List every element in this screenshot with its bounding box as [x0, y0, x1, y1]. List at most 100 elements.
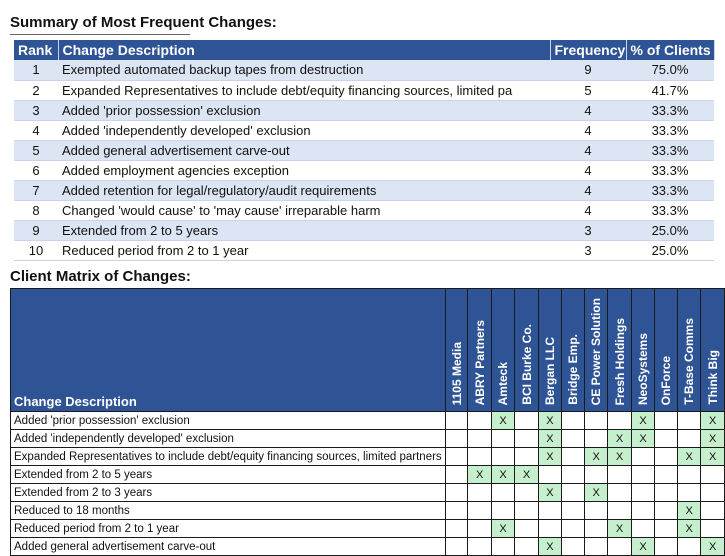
matrix-row-description[interactable]: Reduced period from 2 to 1 year	[10, 519, 446, 538]
matrix-cell-marked[interactable]: X	[583, 447, 609, 466]
rank-cell[interactable]: 2	[14, 80, 58, 101]
matrix-cell-empty[interactable]	[676, 411, 702, 430]
percent-cell[interactable]: 33.3%	[626, 120, 714, 141]
matrix-cell-marked[interactable]: X	[537, 447, 563, 466]
matrix-row-description[interactable]: Added 'prior possession' exclusion	[10, 411, 446, 430]
description-cell[interactable]: Extended from 2 to 5 years	[58, 220, 550, 241]
frequency-cell[interactable]: 4	[550, 200, 626, 221]
client-header[interactable]: T-Base Comms	[676, 288, 702, 412]
matrix-cell-empty[interactable]	[700, 501, 725, 520]
percent-cell[interactable]: 33.3%	[626, 160, 714, 181]
matrix-cell-empty[interactable]	[630, 465, 656, 484]
matrix-cell-marked[interactable]: X	[630, 429, 656, 448]
frequency-cell[interactable]: 4	[550, 180, 626, 201]
matrix-cell-empty[interactable]	[676, 429, 702, 448]
matrix-cell-marked[interactable]: X	[676, 501, 702, 520]
client-header[interactable]: Bergan LLC	[537, 288, 563, 412]
matrix-cell-empty[interactable]	[444, 429, 469, 448]
matrix-cell-empty[interactable]	[514, 501, 539, 520]
rank-cell[interactable]: 8	[14, 200, 58, 221]
matrix-cell-empty[interactable]	[583, 465, 609, 484]
matrix-cell-marked[interactable]: X	[676, 447, 702, 466]
description-cell[interactable]: Added general advertisement carve-out	[58, 140, 550, 161]
matrix-cell-empty[interactable]	[654, 411, 678, 430]
matrix-cell-empty[interactable]	[444, 483, 469, 502]
matrix-cell-empty[interactable]	[467, 483, 492, 502]
frequency-cell[interactable]: 4	[550, 160, 626, 181]
matrix-cell-empty[interactable]	[514, 537, 539, 556]
matrix-cell-empty[interactable]	[467, 411, 492, 430]
rank-cell[interactable]: 10	[14, 240, 58, 261]
matrix-cell-empty[interactable]	[514, 429, 539, 448]
matrix-cell-marked[interactable]: X	[490, 465, 516, 484]
frequency-cell[interactable]: 4	[550, 120, 626, 141]
matrix-cell-empty[interactable]	[700, 483, 725, 502]
header-rank[interactable]: Rank	[14, 40, 59, 60]
matrix-cell-empty[interactable]	[654, 429, 678, 448]
matrix-cell-marked[interactable]: X	[676, 519, 702, 538]
matrix-cell-marked[interactable]: X	[700, 447, 725, 466]
matrix-row-description[interactable]: Extended from 2 to 3 years	[10, 483, 446, 502]
client-header[interactable]: Think Big	[700, 288, 725, 412]
matrix-cell-empty[interactable]	[630, 483, 656, 502]
matrix-cell-marked[interactable]: X	[700, 429, 725, 448]
matrix-cell-empty[interactable]	[537, 501, 563, 520]
matrix-cell-empty[interactable]	[654, 501, 678, 520]
rank-cell[interactable]: 1	[14, 60, 58, 81]
matrix-cell-marked[interactable]: X	[607, 519, 632, 538]
matrix-cell-marked[interactable]: X	[700, 411, 725, 430]
percent-cell[interactable]: 33.3%	[626, 200, 714, 221]
matrix-cell-empty[interactable]	[537, 519, 563, 538]
matrix-cell-empty[interactable]	[583, 537, 609, 556]
percent-cell[interactable]: 75.0%	[626, 60, 714, 81]
frequency-cell[interactable]: 4	[550, 140, 626, 161]
description-cell[interactable]: Changed 'would cause' to 'may cause' irr…	[58, 200, 550, 221]
matrix-cell-empty[interactable]	[490, 501, 516, 520]
matrix-cell-empty[interactable]	[583, 411, 609, 430]
matrix-cell-empty[interactable]	[700, 465, 725, 484]
description-cell[interactable]: Added 'independently developed' exclusio…	[58, 120, 550, 141]
matrix-cell-empty[interactable]	[654, 537, 678, 556]
matrix-cell-empty[interactable]	[607, 501, 632, 520]
client-header[interactable]: 1105 Media	[444, 288, 469, 412]
rank-cell[interactable]: 4	[14, 120, 58, 141]
matrix-cell-empty[interactable]	[561, 447, 585, 466]
matrix-cell-empty[interactable]	[537, 465, 563, 484]
matrix-cell-marked[interactable]: X	[630, 537, 656, 556]
rank-cell[interactable]: 7	[14, 180, 58, 201]
matrix-cell-empty[interactable]	[676, 465, 702, 484]
matrix-row-description[interactable]: Expanded Representatives to include debt…	[10, 447, 446, 466]
header-change-description[interactable]: Change Description	[58, 40, 551, 60]
matrix-cell-marked[interactable]: X	[583, 483, 609, 502]
frequency-cell[interactable]: 9	[550, 60, 626, 81]
client-header[interactable]: OnForce	[654, 288, 678, 412]
percent-cell[interactable]: 33.3%	[626, 180, 714, 201]
client-header[interactable]: Amteck	[490, 288, 516, 412]
matrix-cell-empty[interactable]	[676, 537, 702, 556]
matrix-header-change-description[interactable]: Change Description	[10, 288, 446, 412]
matrix-cell-empty[interactable]	[514, 447, 539, 466]
matrix-cell-empty[interactable]	[490, 483, 516, 502]
client-header[interactable]: Fresh Holdings	[607, 288, 632, 412]
matrix-cell-marked[interactable]: X	[537, 537, 563, 556]
matrix-cell-marked[interactable]: X	[490, 411, 516, 430]
matrix-cell-empty[interactable]	[467, 519, 492, 538]
matrix-cell-empty[interactable]	[607, 465, 632, 484]
matrix-row-description[interactable]: Extended from 2 to 5 years	[10, 465, 446, 484]
description-cell[interactable]: Exempted automated backup tapes from des…	[58, 60, 550, 81]
percent-cell[interactable]: 33.3%	[626, 100, 714, 121]
matrix-cell-marked[interactable]: X	[607, 429, 632, 448]
matrix-cell-empty[interactable]	[607, 537, 632, 556]
matrix-cell-empty[interactable]	[561, 483, 585, 502]
matrix-cell-empty[interactable]	[676, 483, 702, 502]
matrix-cell-empty[interactable]	[514, 483, 539, 502]
matrix-cell-empty[interactable]	[607, 411, 632, 430]
matrix-cell-empty[interactable]	[490, 447, 516, 466]
matrix-cell-marked[interactable]: X	[490, 519, 516, 538]
description-cell[interactable]: Expanded Representatives to include debt…	[58, 80, 550, 101]
matrix-cell-empty[interactable]	[467, 537, 492, 556]
matrix-cell-marked[interactable]: X	[537, 411, 563, 430]
client-header[interactable]: Bridge Emp.	[561, 288, 585, 412]
percent-cell[interactable]: 41.7%	[626, 80, 714, 101]
matrix-cell-marked[interactable]: X	[537, 429, 563, 448]
